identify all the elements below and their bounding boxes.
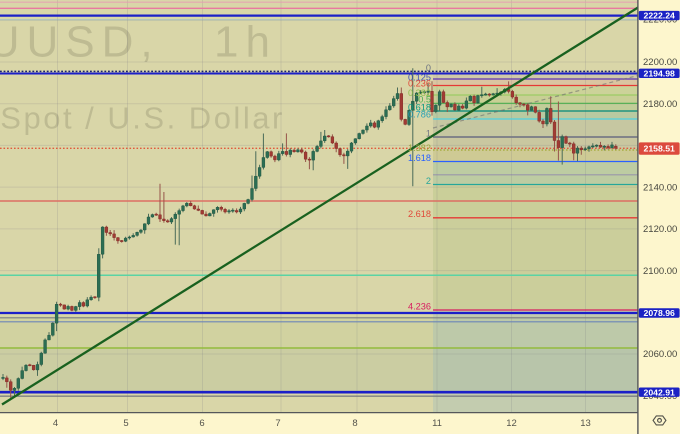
- svg-text:0.618: 0.618: [408, 102, 431, 112]
- svg-text:2042.91: 2042.91: [643, 387, 675, 397]
- svg-text:11: 11: [432, 418, 442, 429]
- svg-text:0: 0: [426, 63, 431, 73]
- svg-text:0.5: 0.5: [418, 95, 431, 105]
- svg-text:2: 2: [426, 176, 431, 186]
- svg-text:0.236: 0.236: [408, 79, 431, 89]
- svg-text:0.125: 0.125: [408, 72, 431, 82]
- svg-text:XAUUSD,: XAUUSD,: [0, 18, 160, 67]
- svg-text:2060.00: 2060.00: [643, 349, 677, 360]
- svg-text:6: 6: [199, 418, 204, 429]
- svg-text:7: 7: [275, 418, 280, 429]
- svg-text:2180.00: 2180.00: [643, 99, 677, 110]
- svg-text:12: 12: [506, 418, 517, 429]
- svg-text:13: 13: [580, 418, 591, 429]
- svg-text:1.382: 1.382: [408, 143, 431, 153]
- svg-text:2100.00: 2100.00: [643, 266, 677, 277]
- svg-text:2078.96: 2078.96: [643, 308, 675, 318]
- svg-text:0.382: 0.382: [408, 88, 431, 98]
- svg-text:2200.00: 2200.00: [643, 57, 677, 68]
- svg-text:1h: 1h: [214, 18, 277, 67]
- svg-text:1: 1: [426, 129, 431, 139]
- svg-text:5: 5: [123, 418, 128, 429]
- svg-text:2222.24: 2222.24: [643, 11, 675, 21]
- svg-text:4.236: 4.236: [408, 302, 431, 312]
- svg-text:2.618: 2.618: [408, 209, 431, 219]
- svg-text:1.618: 1.618: [408, 153, 431, 163]
- svg-text:Gold Spot / U.S. Dollar: Gold Spot / U.S. Dollar: [0, 100, 285, 135]
- svg-text:2120.00: 2120.00: [643, 224, 677, 235]
- svg-text:2140.00: 2140.00: [643, 182, 677, 193]
- svg-text:2194.98: 2194.98: [643, 68, 675, 78]
- svg-text:8: 8: [352, 418, 357, 429]
- svg-text:4: 4: [53, 418, 58, 429]
- svg-text:2158.51: 2158.51: [643, 144, 675, 154]
- svg-text:0.786: 0.786: [408, 110, 431, 120]
